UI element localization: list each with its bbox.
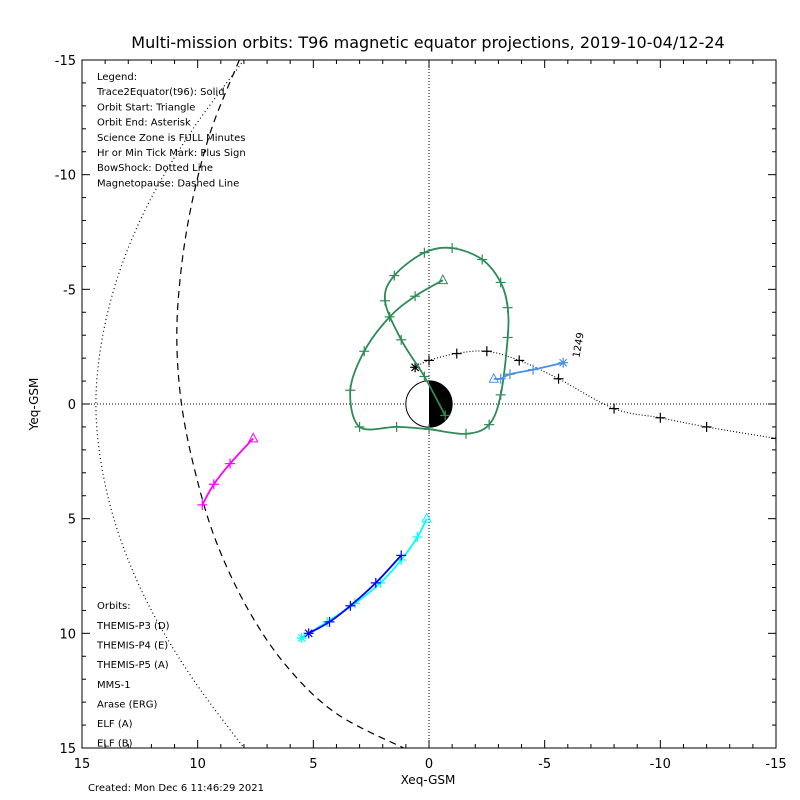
y-tick-label: -15 <box>55 54 76 69</box>
axis-ticks: 15 10 5 0 -5 -10 -15 -15 -10 -5 0 5 10 15 <box>55 54 787 772</box>
series-mms-1 <box>410 346 776 444</box>
bowshock-line <box>95 60 245 748</box>
orbit-start-triangle <box>488 372 500 383</box>
y-axis-label: Yeq-GSM <box>27 378 41 432</box>
y-tick-label: 15 <box>59 742 76 757</box>
created-timestamp: Created: Mon Dec 6 11:46:29 2021 <box>88 783 264 794</box>
series-elf-a <box>488 357 569 384</box>
x-tick-label: -15 <box>765 757 786 772</box>
x-tick-label: 15 <box>74 757 91 772</box>
orbit-start-triangle <box>437 274 449 285</box>
x-axis-label: Xeq-GSM <box>401 773 456 787</box>
legend-line: BowShock: Dotted Line <box>97 163 213 174</box>
legend-line: Legend: <box>97 72 137 83</box>
x-tick-label: 0 <box>425 757 433 772</box>
annotations: 1249 <box>571 332 586 359</box>
legend-text: Legend: Trace2Equator(t96): Solid Orbit St… <box>96 72 246 189</box>
series-arase-erg <box>345 243 513 439</box>
orbit-end-asterisk <box>303 628 314 639</box>
series-line <box>349 246 510 435</box>
x-tick-label: -5 <box>538 757 551 772</box>
legend-line: Orbit Start: Triangle <box>97 102 195 113</box>
legend-line: Trace2Equator(t96): Solid <box>96 87 225 98</box>
series-themis-p5-a <box>197 432 259 510</box>
orbits-legend: Orbits: THEMIS-P3 (D) THEMIS-P4 (E) THEMIS-… <box>96 601 170 750</box>
x-tick-label: 10 <box>189 757 206 772</box>
y-tick-label: 10 <box>59 627 76 642</box>
y-tick-label: -5 <box>63 283 76 298</box>
series-line <box>201 437 254 506</box>
orbit-legend-entry: ELF (A) <box>97 719 133 730</box>
orbit-series <box>197 243 776 643</box>
series-themis-p4-e <box>303 550 407 639</box>
x-tick-label: -10 <box>650 757 671 772</box>
series-line <box>414 350 776 439</box>
orbit-legend-entry: THEMIS-P4 (E) <box>96 641 168 652</box>
orbit-legend-entry: ELF (B) <box>97 739 133 750</box>
orbit-legend-entry: THEMIS-P5 (A) <box>96 660 169 671</box>
annotation-label: 1249 <box>571 332 586 359</box>
series-themis-p3-d <box>296 512 433 643</box>
boundary-curves <box>95 60 404 748</box>
series-line <box>301 518 428 639</box>
y-tick-label: -10 <box>55 169 76 184</box>
magnetopause-line <box>176 60 404 748</box>
legend-line: Hr or Min Tick Mark: Plus Sign <box>97 148 246 159</box>
legend-line: Magnetopause: Dashed Line <box>97 178 239 189</box>
legend-line: Orbit End: Asterisk <box>97 118 191 129</box>
orbit-end-asterisk <box>558 357 569 368</box>
y-tick-label: 0 <box>68 398 76 413</box>
orbit-end-asterisk <box>296 632 307 643</box>
orbit-start-triangle <box>421 512 433 523</box>
chart-title: Multi-mission orbits: T96 magnetic equat… <box>131 33 724 52</box>
x-tick-label: 5 <box>309 757 317 772</box>
orbit-legend-entry: MMS-1 <box>97 680 131 691</box>
orbits-header: Orbits: <box>97 601 131 612</box>
y-tick-label: 5 <box>68 513 76 528</box>
legend-line: Science Zone is FULL Minutes <box>97 133 246 144</box>
orbit-legend-entry: Arase (ERG) <box>97 699 158 710</box>
orbit-legend-entry: THEMIS-P3 (D) <box>96 621 170 632</box>
earth-nightside <box>429 380 453 428</box>
zero-axes <box>82 60 776 748</box>
orbit-start-triangle <box>247 432 259 443</box>
